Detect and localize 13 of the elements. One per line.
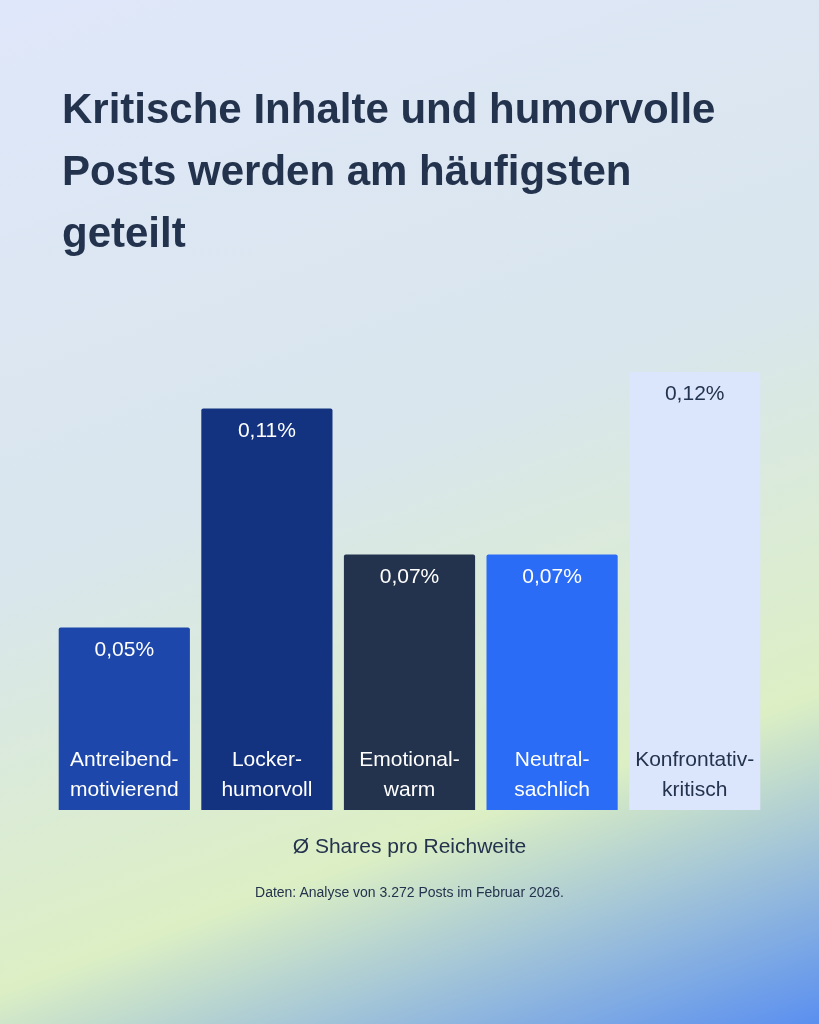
text: Daten: Analyse von 3.272 Posts im Februar 2026. — [254, 884, 565, 900]
chart-title: Kritische Inhalte und humorvolle Posts werden am häufigsten geteilt — [62, 84, 717, 258]
data-label: 0,11% — [237, 417, 296, 441]
data-label: 0,07% — [379, 563, 440, 587]
x-tick-label: Emotional-warm — [359, 747, 460, 800]
x-tick-label: Neutral-sachlich — [514, 747, 591, 800]
data-label: 0,05% — [94, 636, 155, 660]
x-tick-label: Locker-humorvoll — [221, 747, 313, 800]
data-label: 0,12% — [664, 381, 725, 405]
data-label: 0,07% — [522, 563, 582, 587]
x-axis-title: Ø Shares pro Reichweite — [291, 834, 528, 858]
x-tick-label: Konfrontativ-kritisch — [635, 747, 755, 800]
x-tick-label: Antreibend-motivierend — [70, 747, 179, 800]
